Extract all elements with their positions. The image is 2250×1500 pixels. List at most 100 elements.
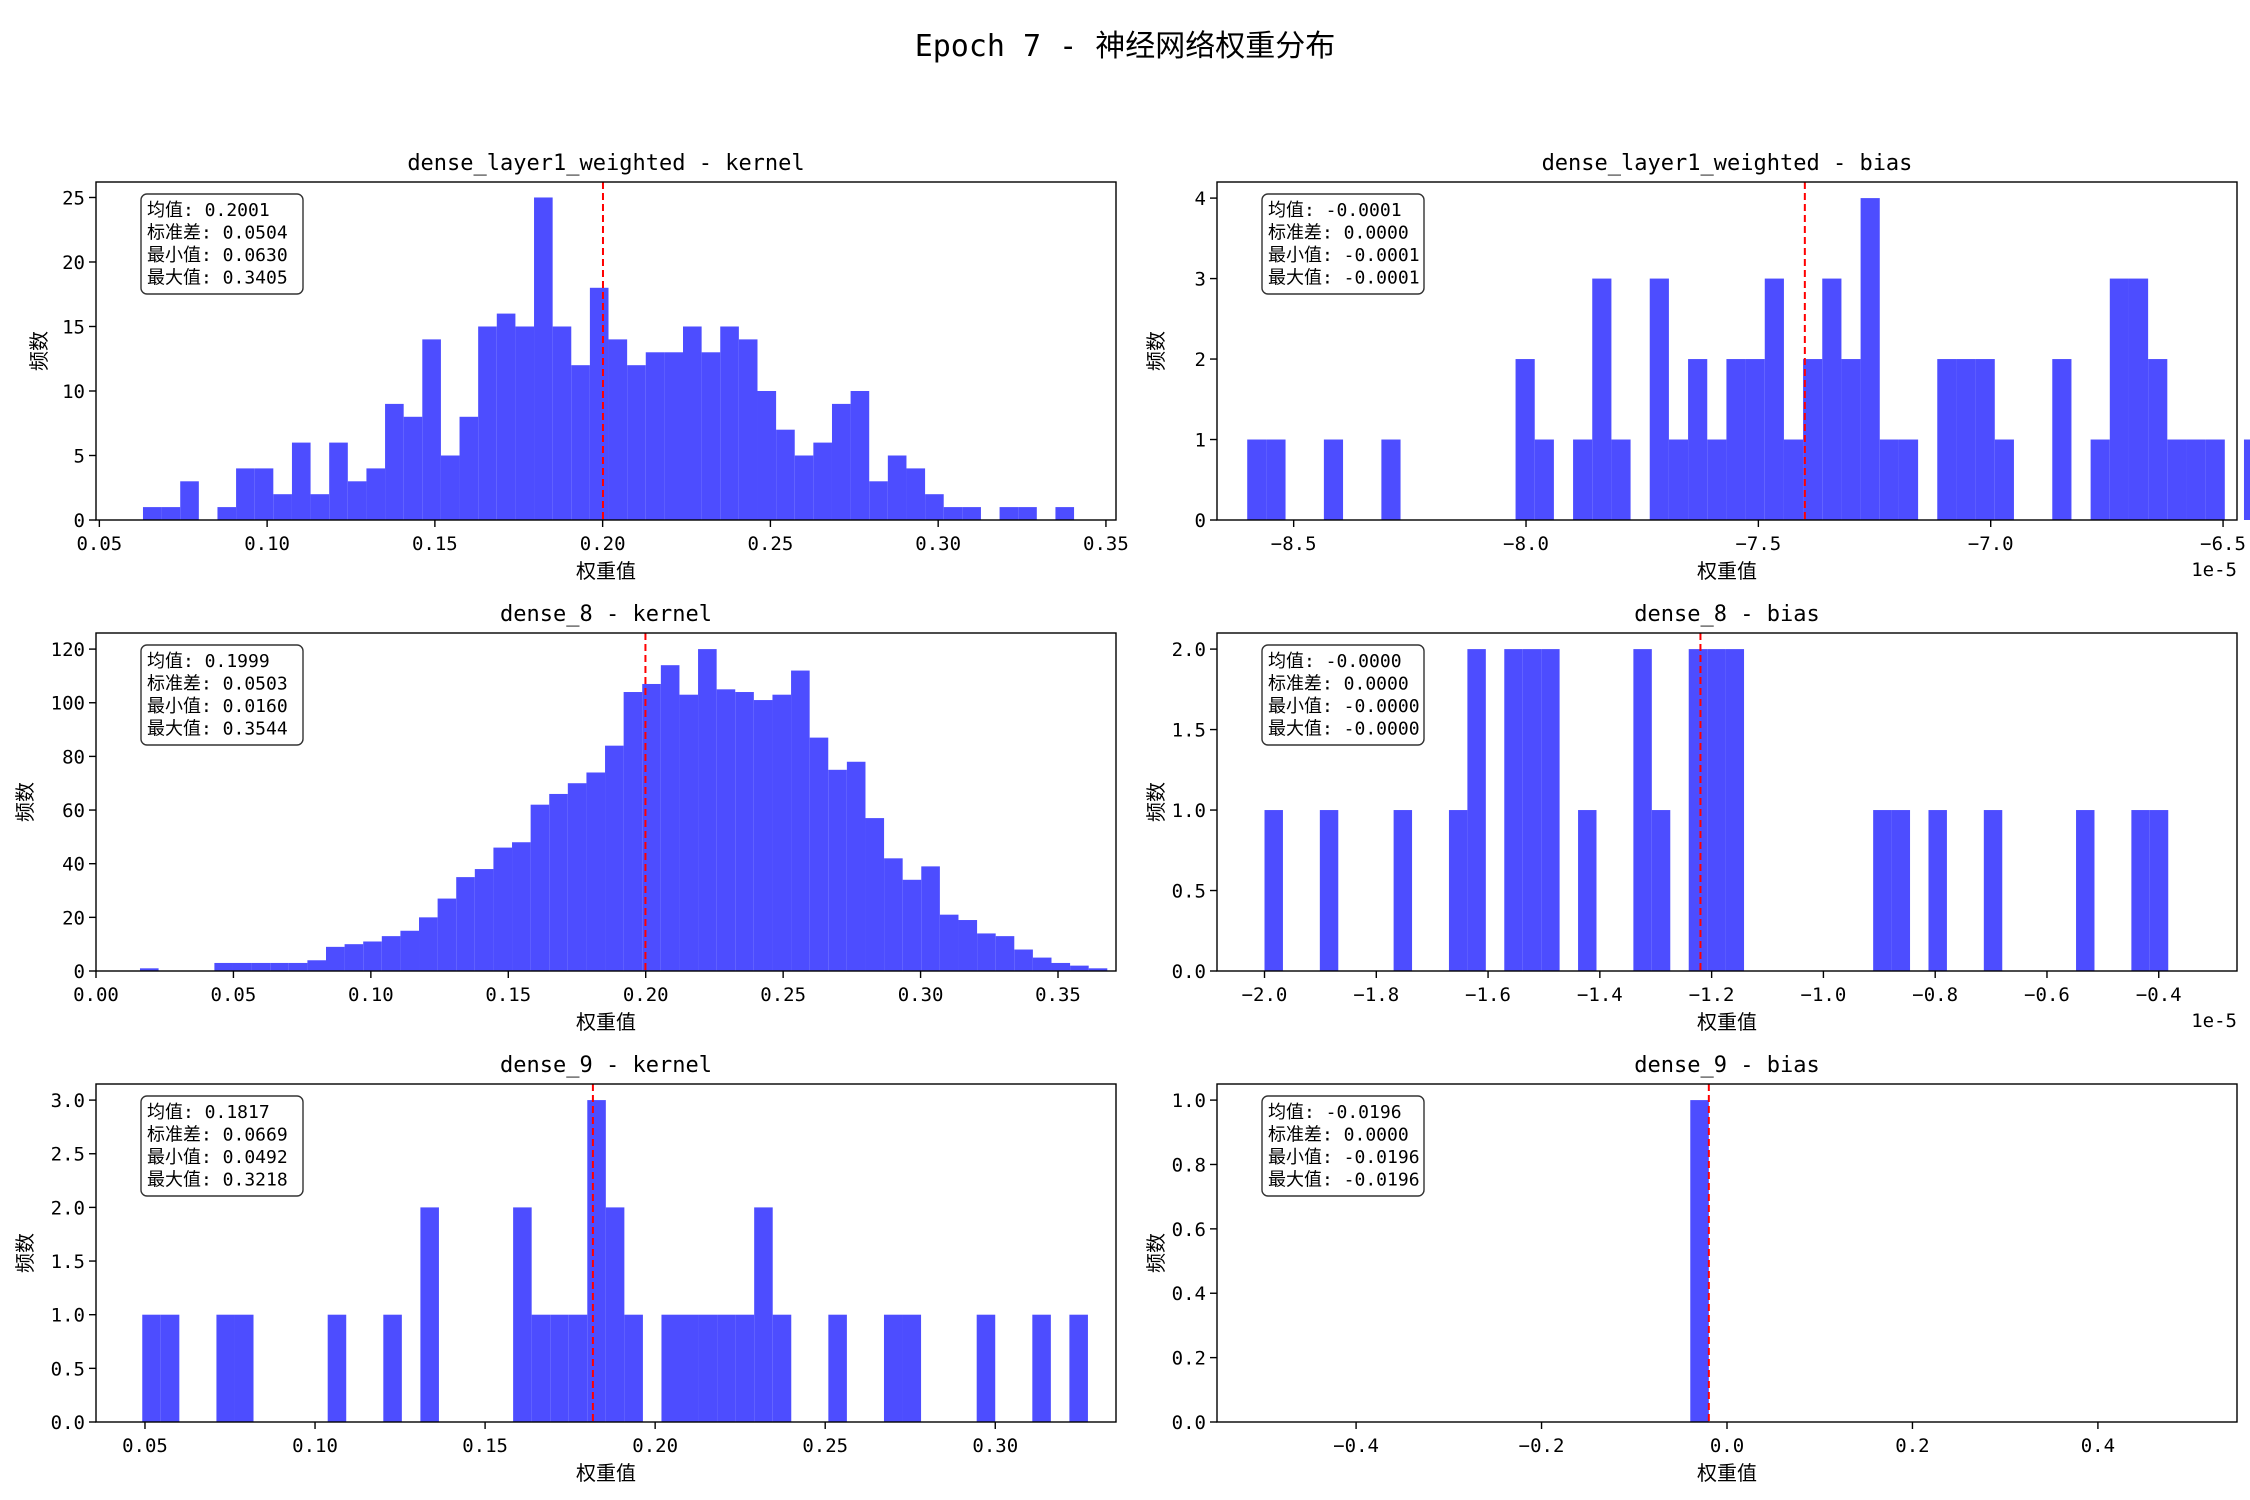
stats-line: 最小值: -0.0001 [1268, 245, 1420, 266]
histogram-bar [2205, 439, 2225, 520]
histogram-bar [437, 898, 457, 971]
subplot-4: −2.0 −1.8 −1.6 −1.4 −1.2 −1.0 −0.8 −0.6 −0.4 0.0 0… [1144, 602, 2238, 1034]
histogram-bar [474, 869, 494, 971]
histogram-bar [586, 772, 606, 971]
histogram-bar [1891, 810, 1911, 971]
histogram-bar [234, 1314, 254, 1422]
histogram-bar [660, 665, 680, 971]
y-tick-label: 0 [74, 510, 85, 532]
histogram-bar [716, 689, 736, 971]
histogram-bars [139, 649, 1108, 971]
histogram-bar [605, 745, 624, 971]
stats-box-border [140, 644, 304, 746]
axes-frame [95, 632, 1117, 972]
x-tick-label: 0.20 [580, 533, 626, 555]
histogram-bar [1822, 278, 1842, 520]
histogram-bar [214, 962, 233, 971]
histogram-bar [1956, 359, 1976, 520]
y-tick-label: 0.2 [1172, 1348, 1206, 1370]
x-tick-label: −8.5 [1271, 533, 1317, 555]
histogram-bar [1764, 278, 1784, 520]
histogram-bar [627, 365, 646, 520]
y-axis-label: 频数 [13, 1233, 37, 1273]
histogram-bar [884, 858, 903, 971]
histogram-bar [645, 352, 665, 520]
subplot-1: 0.05 0.10 0.15 0.20 0.25 0.30 0.35 0 5 10 15 20 25 de… [27, 151, 1129, 583]
histogram-bar [1783, 439, 1804, 520]
histogram-bar [1515, 359, 1535, 520]
y-tick-label: 0.8 [1172, 1154, 1206, 1176]
y-tick-label: 3 [1195, 269, 1206, 291]
subplot-5: 0.05 0.10 0.15 0.20 0.25 0.30 0.0 0.5 1.0 1.5 2.0 2… [13, 1053, 1117, 1485]
stats-box-border [1261, 1095, 1425, 1197]
x-tick-label: 0.35 [1035, 984, 1081, 1006]
histogram-bar [1014, 949, 1033, 971]
x-axis-label: 权重值 [576, 1461, 636, 1485]
histogram-bar [216, 1314, 235, 1422]
histogram-bar [2109, 278, 2129, 520]
x-tick-label: 0.25 [748, 533, 794, 555]
axes-frame [1216, 632, 2238, 972]
subplot-6: −0.4 −0.2 0.0 0.2 0.4 0.0 0.2 0.4 0.6 0.8 1.0 dense… [1144, 1053, 2238, 1485]
y-axis-label: 频数 [1144, 331, 1168, 371]
histogram-bar [995, 936, 1015, 971]
y-tick-label: 1.5 [1172, 720, 1206, 742]
histogram-bar [1688, 359, 1708, 520]
histogram-bar [254, 468, 274, 520]
y-tick-label: 0.5 [51, 1358, 85, 1380]
histogram-bars [1690, 1100, 1709, 1422]
histogram-bar [735, 692, 754, 971]
histogram-bar [1541, 649, 1560, 971]
histogram-bar [1707, 439, 1727, 520]
histogram-bar [962, 507, 981, 520]
x-tick-label: 0.30 [898, 984, 944, 1006]
histogram-bar [1975, 359, 1995, 520]
y-tick-label: 1.0 [1172, 800, 1206, 822]
histogram-bar [698, 1314, 718, 1422]
histogram-bar [1633, 649, 1652, 971]
y-tick-label: 0.0 [51, 1412, 85, 1434]
stats-box-border [140, 193, 304, 295]
histogram-bar [385, 403, 404, 520]
histogram-bar [608, 339, 628, 520]
y-tick-label: 0 [1195, 510, 1206, 532]
histogram-bar [273, 494, 292, 520]
histogram-bar [326, 946, 345, 971]
x-tick-label: 0.30 [915, 533, 961, 555]
x-tick-label: 0.4 [2081, 1435, 2115, 1457]
histogram-bar [831, 403, 851, 520]
histogram-bar [925, 494, 944, 520]
histogram-bar [698, 649, 717, 971]
x-tick-label: 0.0 [1710, 1435, 1744, 1457]
x-tick-label: 0.2 [1895, 1435, 1929, 1457]
histogram-bar [2149, 810, 2169, 971]
subplot-title: dense_9 - bias [1634, 1053, 1819, 1078]
histogram-bar [1725, 649, 1745, 971]
stats-line: 最大值: -0.0001 [1268, 268, 1420, 289]
x-tick-label: 0.25 [760, 984, 806, 1006]
x-tick-label: 0.20 [632, 1435, 678, 1457]
subplot-3: 0.00 0.05 0.10 0.15 0.20 0.25 0.30 0.35 0 20 40 60 8… [13, 602, 1117, 1034]
histogram-bar [587, 1100, 606, 1422]
histogram-bar [1860, 198, 1880, 520]
histogram-bar [869, 481, 888, 520]
y-tick-label: 25 [62, 187, 85, 209]
y-axis-label: 频数 [13, 782, 37, 822]
y-tick-label: 60 [62, 800, 85, 822]
x-offset-label: 1e-5 [2191, 1010, 2237, 1032]
histogram-bar [828, 769, 847, 971]
histogram-bar [1070, 965, 1089, 971]
stats-line: 均值: -0.0196 [1268, 1102, 1402, 1123]
histogram-bar [589, 287, 609, 520]
histogram-bar [846, 761, 866, 971]
histogram-bar [1873, 810, 1892, 971]
histogram-bar [939, 914, 959, 971]
histogram-bar [232, 962, 252, 971]
stats-line: 最大值: 0.3405 [147, 268, 288, 289]
stats-line: 最大值: -0.0000 [1268, 719, 1420, 740]
y-tick-label: 120 [51, 639, 85, 661]
histogram-bar [344, 944, 364, 971]
